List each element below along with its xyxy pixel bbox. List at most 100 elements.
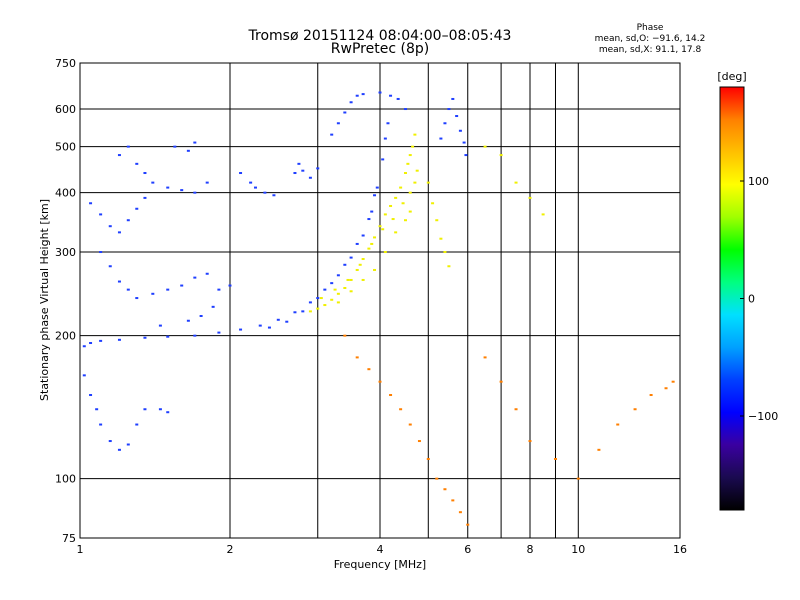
colorbar-label: [deg] <box>717 70 746 83</box>
data-point-o <box>249 181 253 184</box>
data-point-o <box>89 202 93 205</box>
data-point-scattered <box>408 423 412 426</box>
data-point-o <box>180 284 184 287</box>
data-point-o <box>193 276 197 279</box>
data-point-x <box>413 133 417 136</box>
data-point-o <box>447 108 451 111</box>
data-point-o <box>126 219 130 222</box>
data-point-x <box>381 228 385 231</box>
data-point-scattered <box>435 477 439 480</box>
data-point-x <box>439 237 443 240</box>
data-point-x <box>336 292 340 295</box>
y-axis-ticks: 75 100 200 300 400 500 600 750 <box>55 57 76 545</box>
data-point-o <box>316 167 320 170</box>
data-point-o <box>253 186 257 189</box>
data-point-scattered <box>633 408 637 411</box>
data-point-o <box>193 191 197 194</box>
x-tick-label: 1 <box>77 543 84 556</box>
data-point-scattered <box>458 511 462 514</box>
data-point-o <box>217 331 221 334</box>
y-tick-label: 500 <box>55 141 76 154</box>
data-point-scattered <box>597 448 601 451</box>
data-point-o <box>349 101 353 104</box>
data-point-o <box>186 149 190 152</box>
data-point-x <box>431 202 435 205</box>
y-tick-label: 600 <box>55 103 76 116</box>
data-point-o <box>439 137 443 140</box>
data-point-o <box>336 122 340 125</box>
x-axis-ticks: 1 2 4 6 8 10 16 <box>77 543 688 556</box>
data-point-scattered <box>576 477 580 480</box>
data-point-x <box>373 236 377 239</box>
data-point-o <box>386 122 390 125</box>
data-point-o <box>349 256 353 259</box>
data-point-o <box>143 196 147 199</box>
data-point-o <box>285 320 289 323</box>
data-point-o <box>375 186 379 189</box>
data-point-scattered <box>367 368 371 371</box>
data-point-o <box>276 318 280 321</box>
data-point-o <box>205 272 209 275</box>
data-point-o <box>135 207 139 210</box>
data-point-x <box>411 145 415 148</box>
data-point-x <box>426 181 430 184</box>
data-point-o <box>143 408 147 411</box>
data-point-x <box>514 181 518 184</box>
data-point-x <box>435 219 439 222</box>
data-point-scattered <box>466 523 470 526</box>
data-point-x <box>403 172 407 175</box>
data-point-o <box>151 292 155 295</box>
y-tick-label: 200 <box>55 330 76 343</box>
data-point-o <box>323 288 327 291</box>
colorbar-tick-label: 100 <box>748 175 769 188</box>
data-point-x <box>394 231 398 234</box>
data-point-o <box>217 288 221 291</box>
y-tick-label: 300 <box>55 246 76 259</box>
x-tick-label: 2 <box>227 543 234 556</box>
data-point-o <box>301 310 305 313</box>
x-axis-label: Frequency [MHz] <box>334 558 426 571</box>
data-point-o <box>205 181 209 184</box>
data-point-o <box>135 297 139 300</box>
data-point-x <box>413 181 417 184</box>
data-point-x <box>361 278 365 281</box>
data-point-scattered <box>499 380 503 383</box>
data-point-x <box>367 247 371 250</box>
data-point-x <box>336 301 340 304</box>
data-point-o <box>308 301 312 304</box>
data-point-o <box>367 218 371 221</box>
data-point-x <box>541 213 545 216</box>
chart-title: Tromsø 20151124 08:04:00–08:05:43 <box>248 28 512 44</box>
data-point-x <box>373 268 377 271</box>
data-point-x <box>391 218 395 221</box>
data-point-o <box>396 97 400 100</box>
data-point-o <box>193 334 197 337</box>
data-point-x <box>406 162 410 165</box>
data-point-o <box>297 162 301 165</box>
data-point-o <box>293 311 297 314</box>
data-point-o <box>82 345 86 348</box>
data-point-scattered <box>417 440 421 443</box>
data-point-o <box>389 94 393 97</box>
data-point-x <box>346 278 350 281</box>
data-point-x <box>483 145 487 148</box>
data-point-x <box>408 191 412 194</box>
data-point-o <box>239 328 243 331</box>
data-point-o <box>330 133 334 136</box>
data-point-o <box>373 194 377 197</box>
data-point-scattered <box>399 408 403 411</box>
phase-info-o: mean, sd,O: −91.6, 14.2 <box>595 34 706 44</box>
phase-info-x: mean, sd,X: 91.1, 17.8 <box>599 45 702 55</box>
data-point-x <box>403 219 407 222</box>
data-point-o <box>239 172 243 175</box>
data-point-o <box>378 91 382 94</box>
data-point-o <box>462 141 466 144</box>
data-point-x <box>316 307 320 310</box>
data-point-x <box>383 251 387 254</box>
data-point-o <box>316 297 320 300</box>
data-point-scattered <box>483 356 487 359</box>
data-point-o <box>383 137 387 140</box>
data-point-o <box>89 394 93 397</box>
data-point-o <box>117 448 121 451</box>
data-point-o <box>99 251 103 254</box>
